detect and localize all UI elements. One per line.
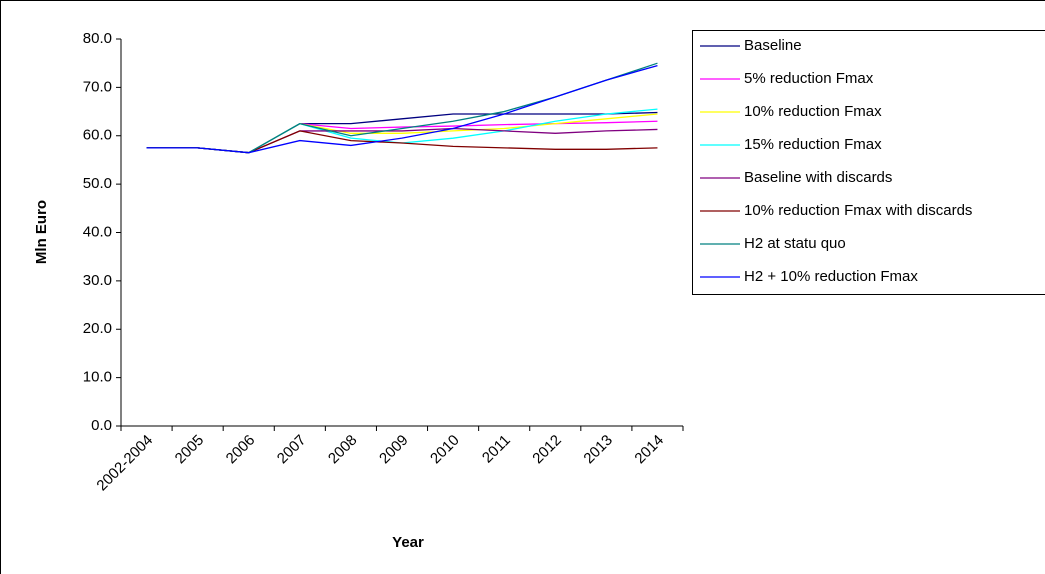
series-line xyxy=(146,120,658,154)
x-tick-label: 2008 xyxy=(325,432,361,468)
legend-label: Baseline xyxy=(744,37,802,54)
legend-label: 5% reduction Fmax xyxy=(744,70,874,87)
y-tick-label: 70.0 xyxy=(83,78,112,95)
series-line xyxy=(146,130,658,154)
y-tick-label: 40.0 xyxy=(83,223,112,240)
x-tick-label: 2005 xyxy=(172,432,208,468)
x-tick-label: 2009 xyxy=(376,432,412,468)
y-tick-label: 60.0 xyxy=(83,127,112,144)
x-tick-label: 2013 xyxy=(580,432,616,468)
x-axis-title: Year xyxy=(392,534,424,551)
y-tick-label: 0.0 xyxy=(91,417,112,434)
legend-label: 15% reduction Fmax xyxy=(744,136,882,153)
legend-label: H2 at statu quo xyxy=(744,235,846,252)
legend-label: Baseline with discards xyxy=(744,169,892,186)
legend xyxy=(692,30,1045,295)
series-line xyxy=(146,62,658,154)
series-line xyxy=(146,113,658,154)
legend-label: H2 + 10% reduction Fmax xyxy=(744,268,918,285)
x-tick-label: 2014 xyxy=(631,432,667,468)
y-axis-title: Mln Euro xyxy=(33,200,50,264)
x-tick-label: 2011 xyxy=(479,432,514,467)
y-tick-label: 80.0 xyxy=(83,30,112,47)
x-tick-label: 2010 xyxy=(427,432,463,468)
y-tick-label: 30.0 xyxy=(83,272,112,289)
legend-label: 10% reduction Fmax with discards xyxy=(744,202,972,219)
y-tick-label: 10.0 xyxy=(83,369,112,386)
x-tick-label: 2007 xyxy=(274,432,310,468)
legend-label: 10% reduction Fmax xyxy=(744,103,882,120)
series-line xyxy=(146,64,658,154)
y-tick-label: 20.0 xyxy=(83,320,112,337)
x-tick-label: 2002-2004 xyxy=(93,432,156,495)
y-tick-label: 50.0 xyxy=(83,175,112,192)
x-tick-label: 2012 xyxy=(529,432,565,468)
x-tick-label: 2006 xyxy=(223,432,259,468)
